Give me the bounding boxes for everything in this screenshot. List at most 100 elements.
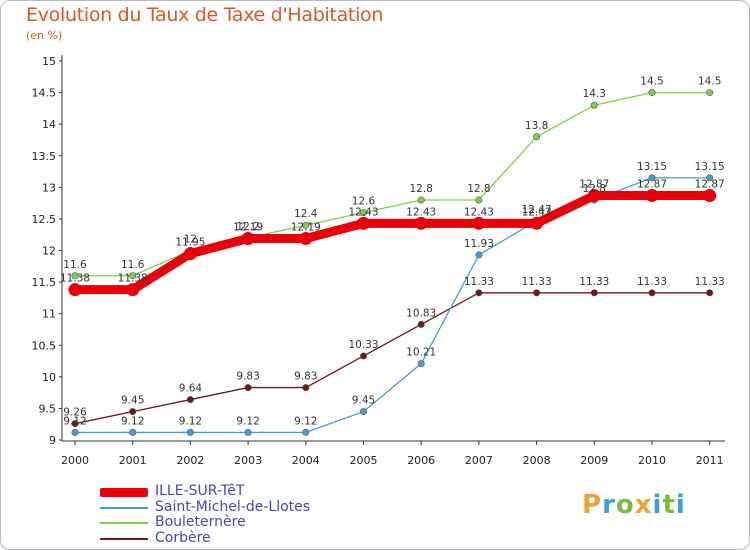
- y-tick-label: 13.5: [32, 150, 57, 163]
- legend-swatch: [100, 522, 148, 524]
- x-tick-label: 2011: [696, 454, 724, 467]
- proxiti-logo: Proxiti: [582, 490, 686, 520]
- data-label: 13.15: [637, 161, 667, 173]
- data-point: [417, 196, 425, 204]
- data-point: [533, 289, 541, 297]
- y-tick-label: 12: [42, 245, 56, 258]
- data-label: 12.4: [294, 208, 318, 220]
- data-label: 11.6: [121, 259, 145, 271]
- x-tick-label: 2002: [176, 454, 204, 467]
- data-label: 9.45: [352, 395, 375, 407]
- y-tick-label: 13: [42, 181, 56, 194]
- data-point: [244, 384, 252, 392]
- data-point: [359, 352, 367, 360]
- data-point: [590, 289, 598, 297]
- y-tick-label: 12.5: [32, 213, 57, 226]
- data-label: 12: [184, 234, 197, 246]
- data-label: 13.15: [695, 161, 725, 173]
- y-tick-label: 11: [42, 308, 56, 321]
- data-label: 12.19: [233, 221, 263, 233]
- logo-letter: r: [602, 490, 616, 520]
- legend-label: Saint-Michel-de-Llotes: [155, 499, 311, 515]
- data-point: [417, 360, 425, 368]
- data-label: 12.43: [464, 206, 494, 218]
- data-label: 11.93: [464, 238, 494, 250]
- data-point: [648, 174, 656, 182]
- data-point: [530, 216, 544, 230]
- data-label: 14.3: [583, 88, 606, 100]
- x-tick-label: 2007: [465, 454, 493, 467]
- data-point: [645, 189, 659, 203]
- data-label: 9.83: [294, 371, 317, 383]
- legend-label: ILLE-SUR-TêT: [155, 483, 245, 499]
- data-label: 11.6: [63, 259, 87, 271]
- data-label: 12.19: [291, 221, 321, 233]
- legend-swatch: [100, 538, 148, 540]
- logo-letter: P: [582, 490, 603, 520]
- data-point: [359, 209, 367, 217]
- data-label: 11.38: [60, 273, 90, 285]
- data-label: 12.8: [410, 183, 433, 195]
- legend-label: Corbère: [155, 530, 211, 546]
- data-point: [648, 289, 656, 297]
- logo-letter: t: [662, 490, 676, 520]
- data-point: [299, 231, 313, 245]
- data-point: [244, 428, 252, 436]
- data-label: 14.5: [698, 76, 721, 88]
- data-point: [129, 272, 137, 280]
- data-label: 12.2: [236, 221, 259, 233]
- data-point: [357, 216, 370, 230]
- data-point: [302, 384, 310, 392]
- x-tick-label: 2008: [523, 454, 551, 467]
- data-label: 9.12: [236, 415, 259, 427]
- data-point: [706, 289, 714, 297]
- data-label: 12.47: [522, 204, 552, 216]
- data-label: 12.6: [352, 196, 376, 208]
- series-line: [70, 191, 715, 295]
- logo-letter: i: [652, 490, 663, 520]
- data-point: [706, 89, 714, 97]
- data-label: 9.12: [294, 415, 317, 427]
- data-point: [186, 396, 194, 404]
- data-point: [475, 289, 483, 297]
- data-point: [71, 272, 79, 280]
- series-line: [74, 91, 711, 277]
- logo-letter: i: [675, 490, 686, 520]
- series-line: [74, 177, 711, 434]
- data-point: [71, 428, 79, 436]
- data-label: 12.87: [579, 179, 609, 191]
- data-label: 9.83: [236, 371, 259, 383]
- data-label: 10.83: [406, 307, 436, 319]
- data-point: [648, 89, 656, 97]
- data-label: 9.12: [179, 415, 202, 427]
- legend-swatch: [100, 507, 148, 509]
- data-label: 12.8: [583, 183, 606, 195]
- data-label: 12.43: [348, 206, 378, 218]
- y-tick-label: 9.5: [39, 402, 57, 415]
- data-point: [533, 133, 541, 141]
- legend-label: Bouleternère: [155, 514, 246, 530]
- data-point: [475, 251, 483, 259]
- data-point: [186, 428, 194, 436]
- data-label: 10.33: [348, 339, 378, 351]
- data-label: 13.8: [525, 120, 548, 132]
- data-label: 12.43: [522, 206, 552, 218]
- data-label: 12.43: [406, 206, 436, 218]
- data-label: 11.38: [118, 273, 148, 285]
- x-tick-label: 2006: [407, 454, 435, 467]
- data-label: 12.87: [637, 179, 667, 191]
- y-tick-label: 14.5: [32, 87, 57, 100]
- data-point: [68, 283, 82, 297]
- logo-letter: o: [615, 490, 635, 520]
- data-point: [475, 196, 483, 204]
- logo-letter: x: [634, 490, 653, 520]
- data-point: [417, 320, 425, 328]
- data-label: 12.8: [467, 183, 490, 195]
- legend-swatch: [100, 488, 148, 497]
- data-point: [359, 408, 367, 416]
- data-point: [414, 216, 428, 230]
- data-point: [302, 428, 310, 436]
- data-label: 11.33: [695, 276, 725, 288]
